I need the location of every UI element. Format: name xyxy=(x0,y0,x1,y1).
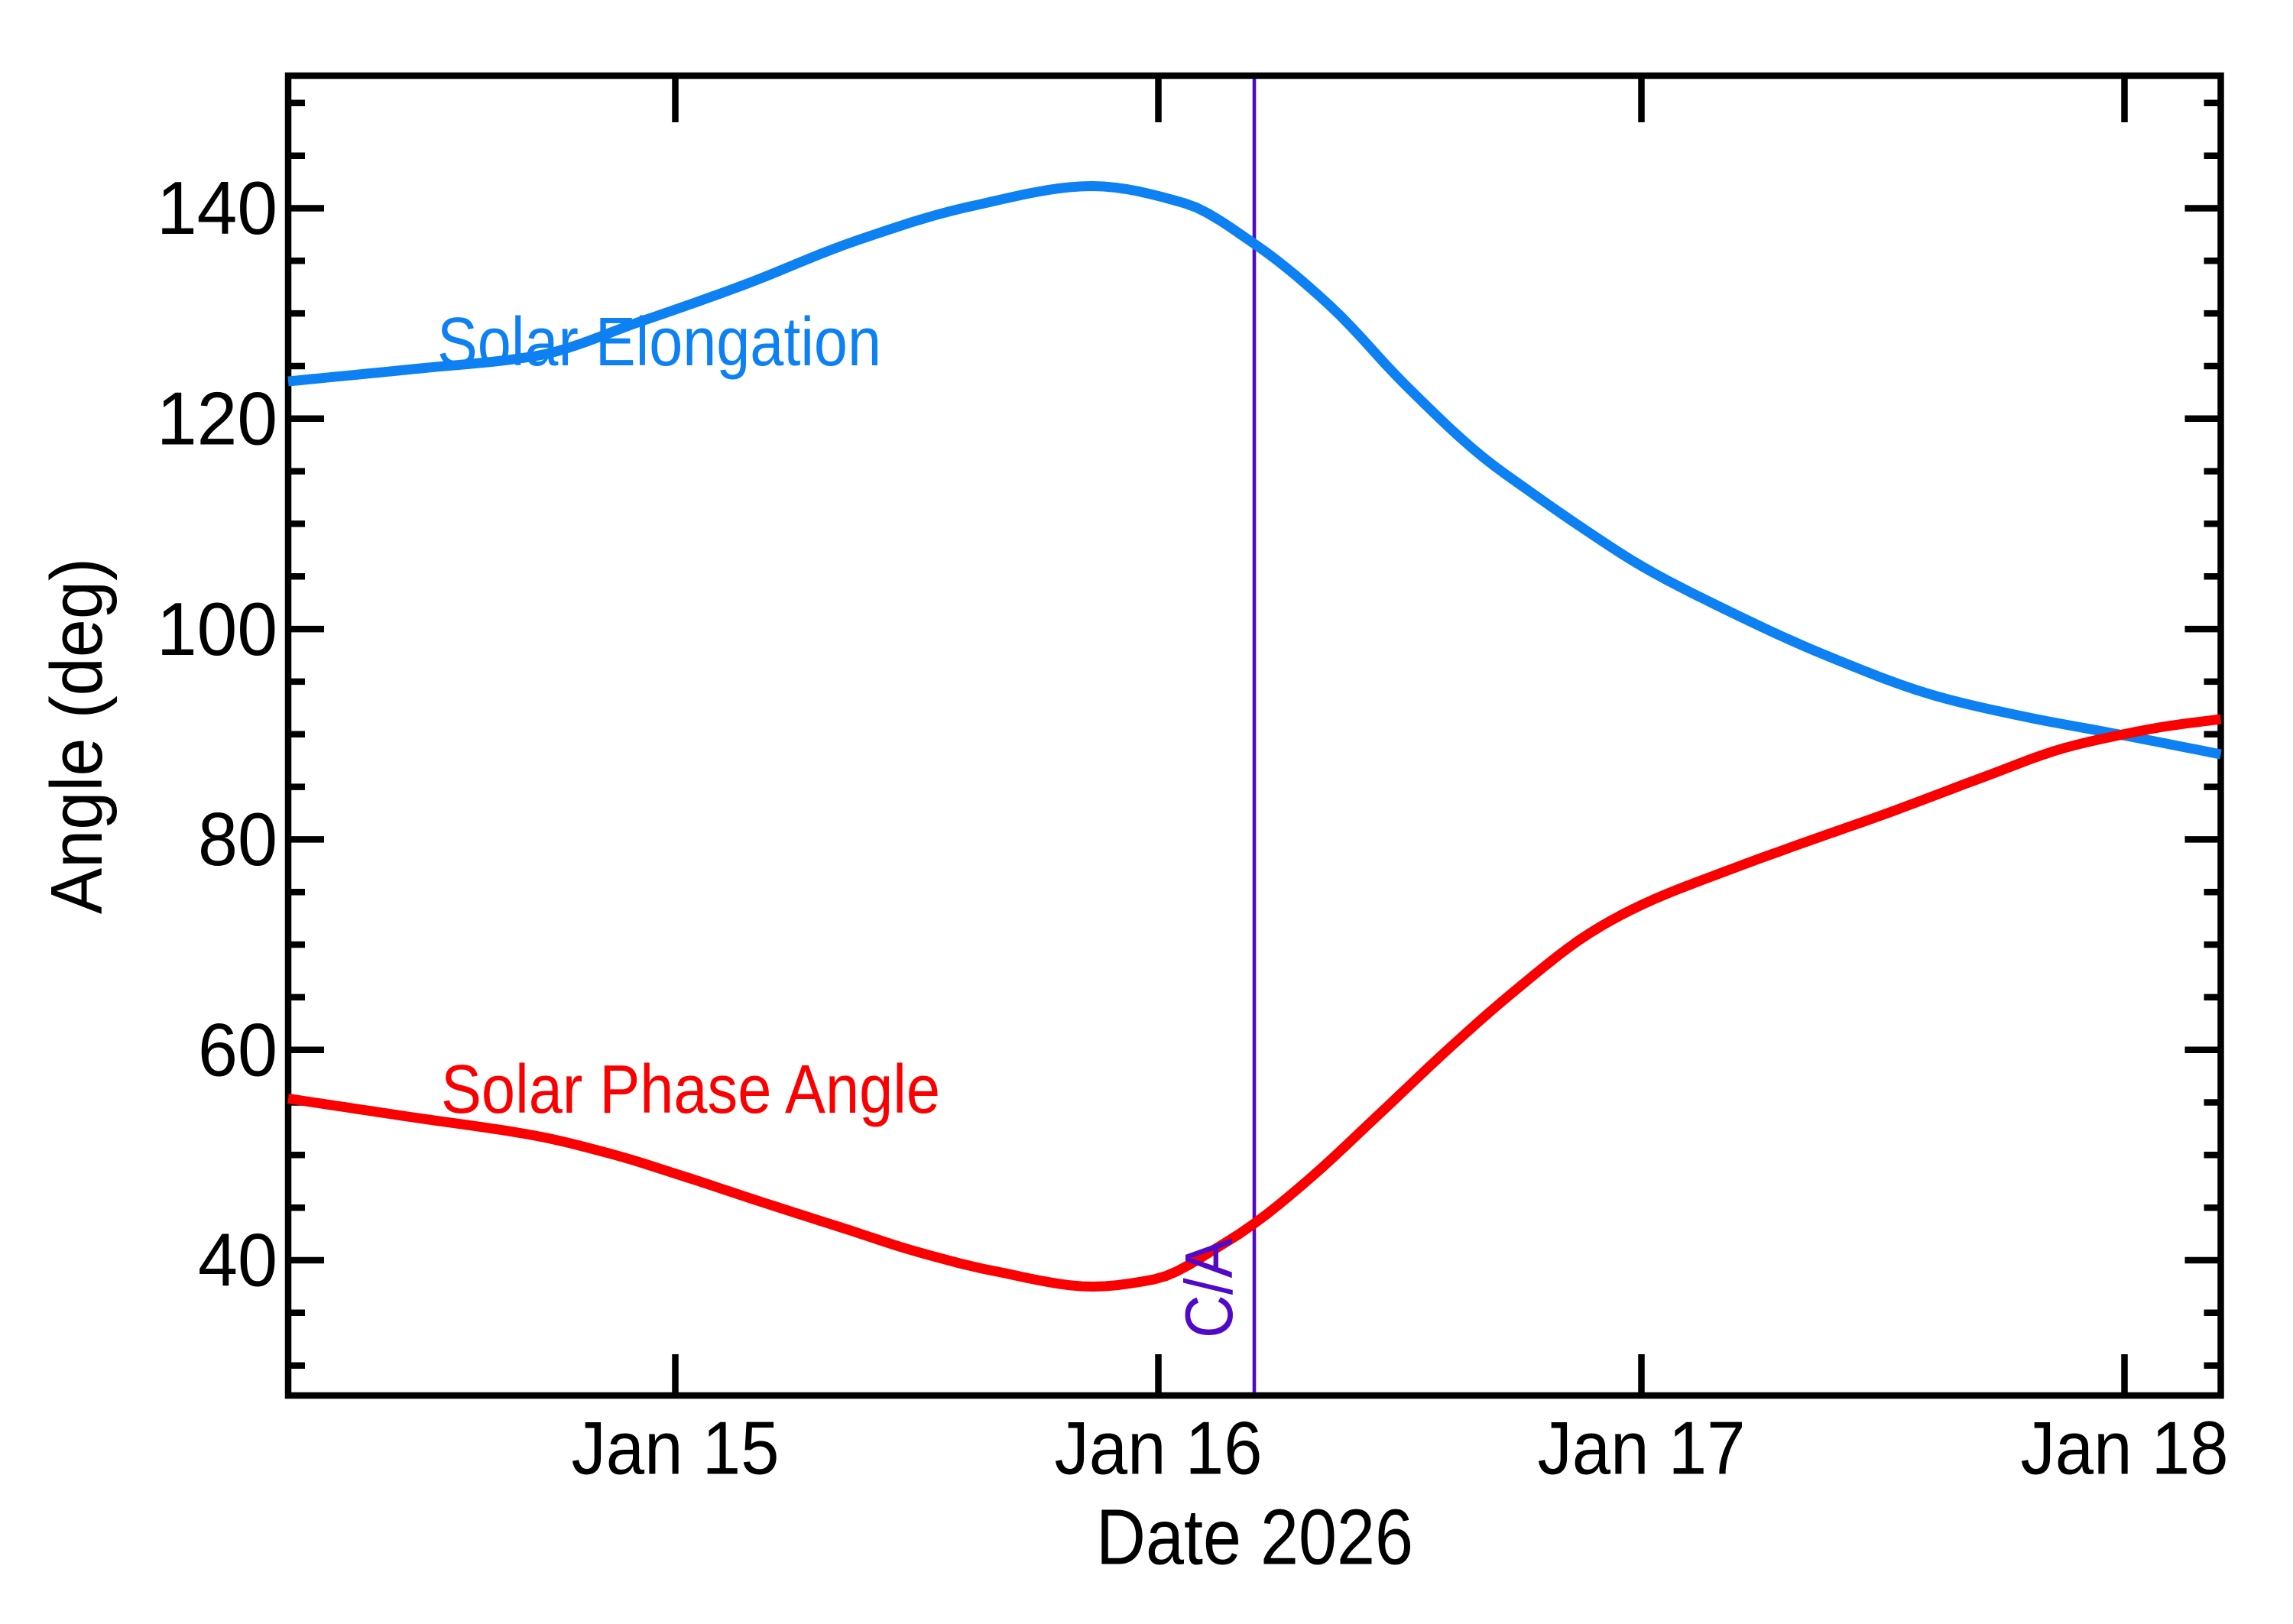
svg-text:Solar Phase Angle: Solar Phase Angle xyxy=(441,1052,940,1128)
svg-text:40: 40 xyxy=(198,1218,277,1302)
svg-text:Jan 18: Jan 18 xyxy=(2021,1406,2229,1490)
svg-text:C/A: C/A xyxy=(1171,1238,1247,1338)
svg-text:80: 80 xyxy=(198,797,277,881)
svg-text:120: 120 xyxy=(157,377,277,461)
svg-text:Jan 15: Jan 15 xyxy=(572,1406,780,1490)
svg-text:140: 140 xyxy=(157,166,277,250)
svg-text:100: 100 xyxy=(157,587,277,671)
svg-text:Solar Elongation: Solar Elongation xyxy=(437,304,881,381)
svg-text:Jan 17: Jan 17 xyxy=(1538,1406,1746,1490)
svg-text:Date 2026: Date 2026 xyxy=(1096,1493,1413,1581)
svg-text:Angle (deg): Angle (deg) xyxy=(36,558,118,914)
svg-text:Jan 16: Jan 16 xyxy=(1055,1406,1263,1490)
svg-text:60: 60 xyxy=(198,1007,277,1091)
